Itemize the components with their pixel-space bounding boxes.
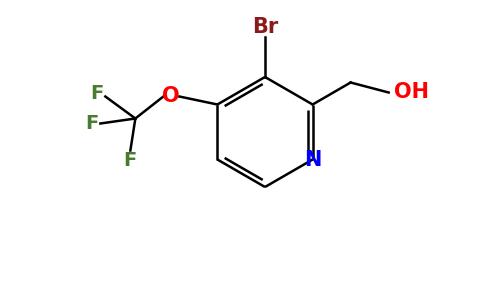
Text: Br: Br [252, 17, 278, 37]
Text: N: N [304, 149, 321, 170]
Text: F: F [86, 114, 99, 133]
Text: O: O [162, 86, 179, 106]
Text: F: F [124, 151, 137, 170]
Text: F: F [91, 84, 104, 103]
Text: OH: OH [393, 82, 429, 103]
